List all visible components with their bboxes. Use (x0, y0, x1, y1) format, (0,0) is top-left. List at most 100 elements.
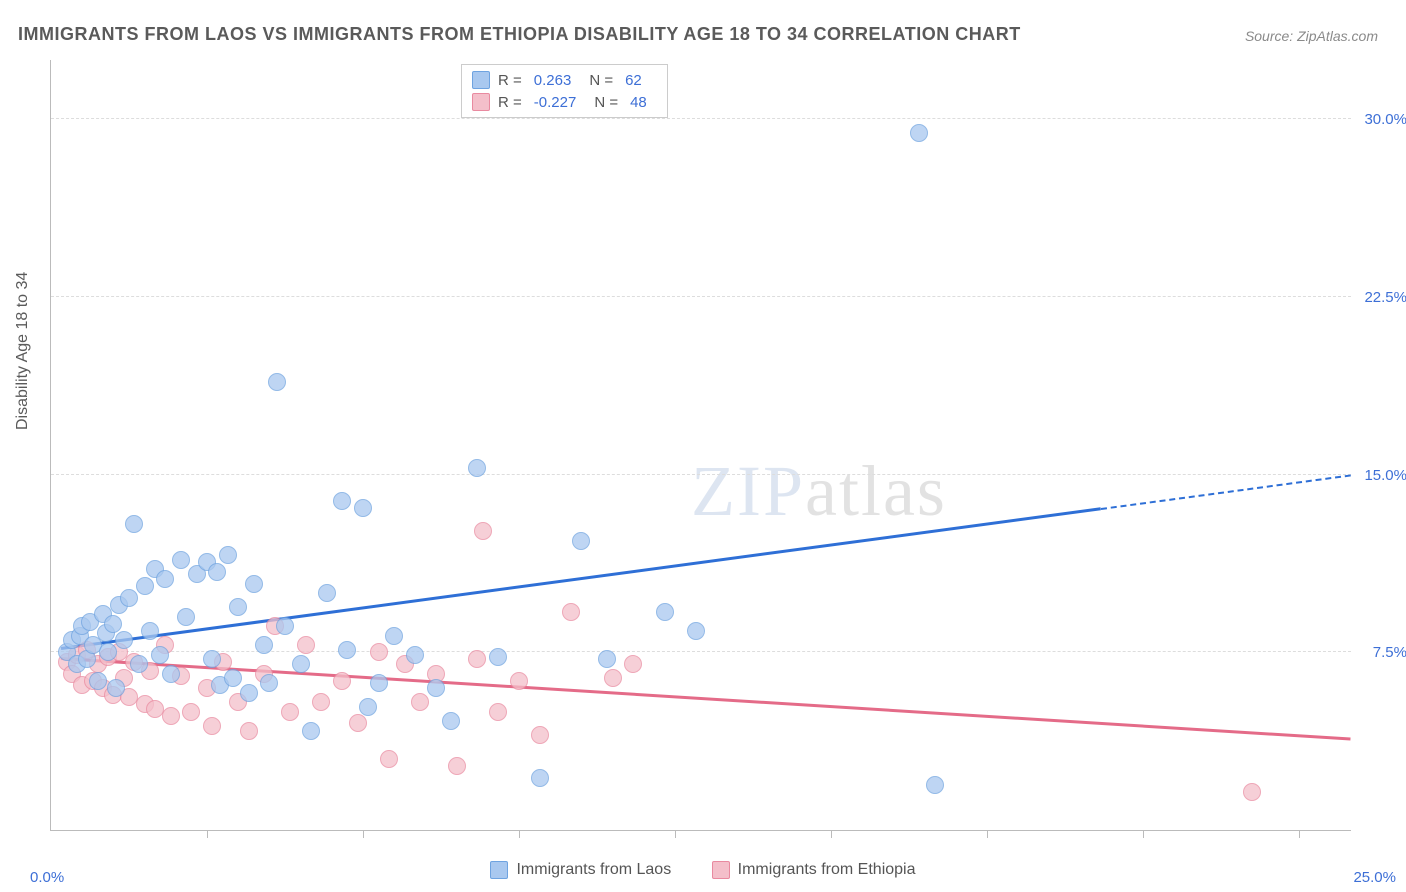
data-point-ethiopia (474, 522, 492, 540)
data-point-ethiopia (1243, 783, 1261, 801)
legend-label-ethiopia: Immigrants from Ethiopia (738, 861, 916, 879)
data-point-laos (125, 515, 143, 533)
watermark-thin: atlas (805, 451, 947, 531)
data-point-laos (107, 679, 125, 697)
x-tick (519, 830, 520, 838)
legend-label-laos: Immigrants from Laos (516, 861, 671, 879)
data-point-ethiopia (162, 707, 180, 725)
source-prefix: Source: (1245, 28, 1297, 44)
data-point-ethiopia (624, 655, 642, 673)
y-tick-label: 7.5% (1357, 644, 1406, 661)
data-point-laos (224, 669, 242, 687)
source-name: ZipAtlas.com (1297, 28, 1378, 44)
data-point-laos (687, 622, 705, 640)
plot-area: ZIPatlas R = 0.263 N = 62 R = -0.227 N =… (50, 60, 1351, 831)
data-point-ethiopia (411, 693, 429, 711)
data-point-laos (260, 674, 278, 692)
trend-line (1101, 475, 1351, 511)
watermark: ZIPatlas (691, 450, 947, 533)
x-tick (675, 830, 676, 838)
gridline-h (51, 118, 1351, 119)
data-point-ethiopia (562, 603, 580, 621)
legend-row-ethiopia: R = -0.227 N = 48 (472, 91, 657, 113)
data-point-laos (302, 722, 320, 740)
y-tick-label: 15.0% (1357, 467, 1406, 484)
gridline-h (51, 474, 1351, 475)
data-point-ethiopia (370, 643, 388, 661)
data-point-laos (255, 636, 273, 654)
x-tick (363, 830, 364, 838)
data-point-laos (141, 622, 159, 640)
data-point-laos (115, 631, 133, 649)
y-tick-label: 30.0% (1357, 111, 1406, 128)
y-axis-label: Disability Age 18 to 34 (14, 272, 32, 430)
data-point-laos (276, 617, 294, 635)
source-attribution: Source: ZipAtlas.com (1245, 28, 1378, 44)
swatch-laos-icon (490, 861, 508, 879)
data-point-ethiopia (240, 722, 258, 740)
data-point-laos (136, 577, 154, 595)
data-point-ethiopia (531, 726, 549, 744)
data-point-ethiopia (448, 757, 466, 775)
data-point-ethiopia (380, 750, 398, 768)
data-point-laos (598, 650, 616, 668)
data-point-ethiopia (182, 703, 200, 721)
data-point-laos (89, 672, 107, 690)
data-point-laos (531, 769, 549, 787)
legend-row-laos: R = 0.263 N = 62 (472, 69, 657, 91)
y-tick-label: 22.5% (1357, 289, 1406, 306)
n-value-laos: 62 (625, 72, 642, 89)
x-tick (207, 830, 208, 838)
data-point-laos (203, 650, 221, 668)
data-point-laos (338, 641, 356, 659)
data-point-laos (359, 698, 377, 716)
data-point-laos (177, 608, 195, 626)
x-tick (831, 830, 832, 838)
legend-series: Immigrants from Laos Immigrants from Eth… (0, 861, 1406, 884)
data-point-laos (245, 575, 263, 593)
data-point-laos (370, 674, 388, 692)
swatch-ethiopia-icon (712, 861, 730, 879)
chart-title: IMMIGRANTS FROM LAOS VS IMMIGRANTS FROM … (18, 24, 1021, 45)
data-point-ethiopia (510, 672, 528, 690)
r-label: R = (498, 94, 522, 111)
data-point-ethiopia (297, 636, 315, 654)
legend-item-laos: Immigrants from Laos (490, 861, 671, 879)
x-tick (987, 830, 988, 838)
data-point-laos (354, 499, 372, 517)
data-point-laos (292, 655, 310, 673)
data-point-laos (489, 648, 507, 666)
r-value-ethiopia: -0.227 (534, 94, 577, 111)
legend-item-ethiopia: Immigrants from Ethiopia (712, 861, 916, 879)
data-point-ethiopia (312, 693, 330, 711)
n-label: N = (589, 72, 613, 89)
data-point-laos (926, 776, 944, 794)
watermark-bold: ZIP (691, 451, 805, 531)
x-tick (1299, 830, 1300, 838)
data-point-laos (156, 570, 174, 588)
swatch-laos (472, 71, 490, 89)
data-point-laos (468, 459, 486, 477)
data-point-ethiopia (604, 669, 622, 687)
x-tick (1143, 830, 1144, 838)
data-point-laos (385, 627, 403, 645)
r-label: R = (498, 72, 522, 89)
data-point-laos (910, 124, 928, 142)
data-point-laos (333, 492, 351, 510)
data-point-ethiopia (349, 714, 367, 732)
data-point-laos (572, 532, 590, 550)
data-point-laos (427, 679, 445, 697)
data-point-ethiopia (203, 717, 221, 735)
swatch-ethiopia (472, 93, 490, 111)
data-point-ethiopia (468, 650, 486, 668)
data-point-laos (240, 684, 258, 702)
r-value-laos: 0.263 (534, 72, 572, 89)
data-point-ethiopia (281, 703, 299, 721)
data-point-laos (99, 643, 117, 661)
legend-correlation: R = 0.263 N = 62 R = -0.227 N = 48 (461, 64, 668, 118)
data-point-laos (442, 712, 460, 730)
data-point-ethiopia (489, 703, 507, 721)
n-label: N = (594, 94, 618, 111)
data-point-laos (151, 646, 169, 664)
data-point-laos (120, 589, 138, 607)
